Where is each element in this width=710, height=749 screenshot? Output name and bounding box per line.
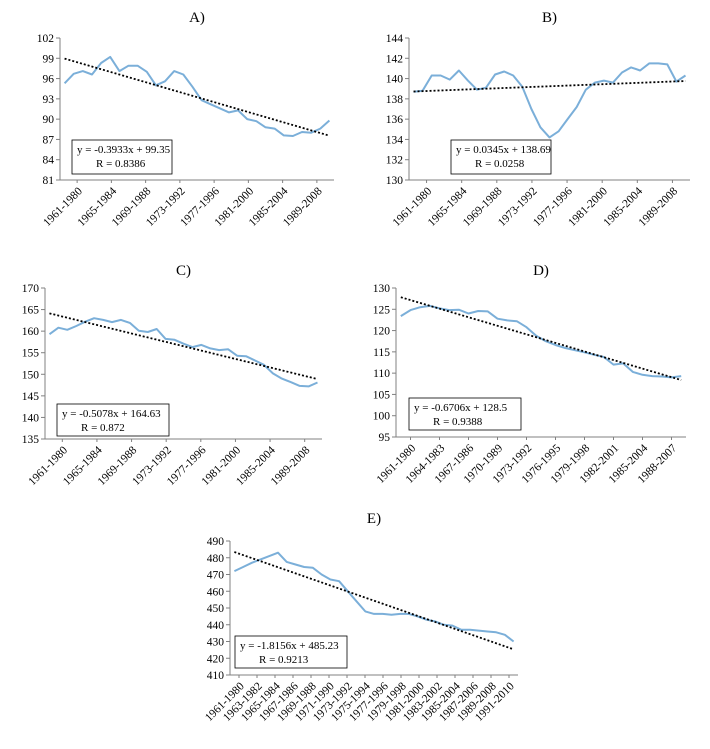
r-value: R = 0.8386 [96,158,146,170]
y-tick-label: 99 [43,53,55,65]
trend-equation: y = -0.3933x + 99.35 [77,144,171,156]
trend-equation: y = -1.8156x + 485.23 [240,640,339,652]
y-tick-label: 100 [373,411,391,423]
trendline [64,57,330,137]
y-tick-label: 130 [386,175,404,187]
y-tick-label: 440 [207,620,225,632]
y-tick-label: 450 [207,603,225,615]
chart-title: E) [367,511,381,527]
y-tick-label: 470 [207,570,225,582]
y-tick-label: 140 [22,412,40,424]
y-tick-label: 96 [43,74,55,86]
trend-equation: y = -0.6706x + 128.5 [414,402,508,414]
y-tick-label: 140 [386,74,404,86]
y-tick-label: 95 [379,432,391,444]
y-tick-label: 160 [22,326,40,338]
equation-box [408,397,522,431]
equation-box [234,635,348,669]
y-tick-label: 110 [373,368,390,380]
y-tick-label: 142 [386,53,404,65]
y-tick-label: 90 [43,114,55,126]
chart-title: C) [176,263,191,279]
y-tick-label: 170 [22,283,40,295]
series-line [400,304,682,379]
y-tick-label: 132 [386,155,404,167]
y-tick-label: 165 [22,305,40,317]
chart-b: B)1301321341361381401421441961-19801965-… [386,10,690,229]
r-value: R = 0.872 [81,422,125,434]
trendline [400,296,682,381]
trend-equation: y = 0.0345x + 138.69 [456,144,551,156]
chart-title: D) [533,263,549,279]
y-tick-label: 135 [22,434,40,446]
y-tick-label: 460 [207,586,225,598]
y-tick-label: 134 [386,134,404,146]
y-tick-label: 138 [386,94,404,106]
r-value: R = 0.0258 [475,158,525,170]
y-tick-label: 490 [207,536,225,548]
y-tick-label: 87 [43,134,55,146]
equation-box [71,139,173,175]
y-tick-label: 150 [22,369,40,381]
y-tick-label: 145 [22,391,40,403]
r-value: R = 0.9213 [259,654,309,666]
y-tick-label: 430 [207,637,225,649]
y-tick-label: 130 [373,283,391,295]
y-tick-label: 120 [373,326,391,338]
trend-equation: y = -0.5078x + 164.63 [62,408,161,420]
chart-title: B) [542,10,557,26]
chart-title: A) [189,10,205,26]
r-value: R = 0.9388 [433,416,483,428]
y-tick-label: 136 [386,114,404,126]
trendline [234,551,514,651]
equation-box [450,139,552,175]
y-tick-label: 105 [373,389,391,401]
trendline [413,80,686,93]
series-line [233,551,515,643]
y-tick-label: 480 [207,553,225,565]
series-line [63,55,331,137]
chart-d: D)951001051101151201251301961-19801964-1… [373,263,686,486]
series-line [48,317,318,388]
y-tick-label: 155 [22,348,40,360]
chart-c: C)1351401451501551601651701961-19801965-… [22,263,322,488]
chart-a: A)818487909396991021961-19801965-1984196… [37,10,334,229]
series-line [413,62,687,139]
y-tick-label: 420 [207,653,225,665]
y-tick-label: 115 [373,347,390,359]
y-tick-label: 102 [37,33,55,45]
chart-e: E)4104204304404504604704804901961-198019… [203,511,518,724]
y-tick-label: 93 [43,94,55,106]
y-tick-label: 125 [373,304,391,316]
y-tick-label: 144 [386,33,404,45]
y-tick-label: 410 [207,670,225,682]
y-tick-label: 84 [43,155,55,167]
x-tick-label: 1989-2008 [637,185,681,229]
y-tick-label: 81 [43,175,55,187]
equation-box [56,403,170,437]
trendline [49,312,318,380]
